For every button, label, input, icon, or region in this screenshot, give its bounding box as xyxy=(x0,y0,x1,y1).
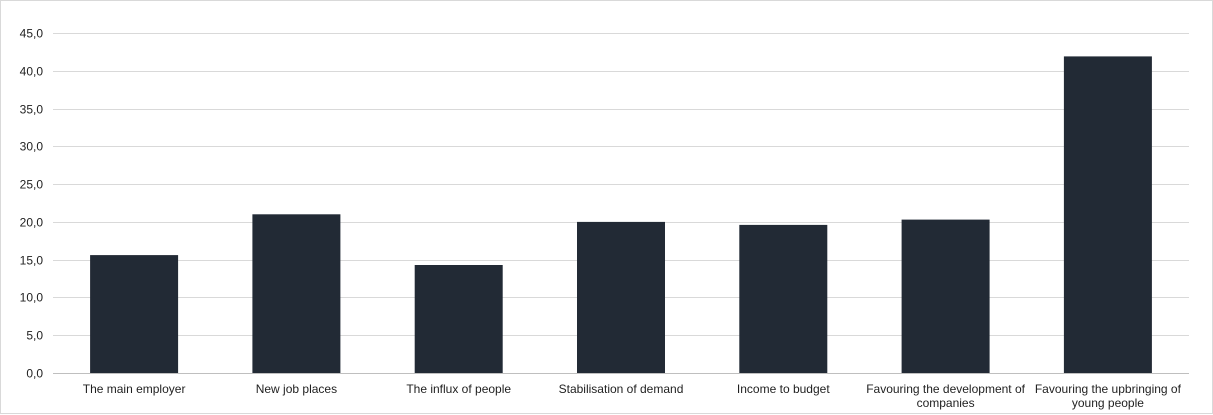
x-category-label: Stabilisation of demand xyxy=(559,382,684,396)
bar xyxy=(90,255,179,373)
bar xyxy=(901,219,990,373)
y-tick-label: 40,0 xyxy=(20,65,44,79)
x-category-label: Income to budget xyxy=(737,382,830,396)
x-category-label: New job places xyxy=(256,382,337,396)
y-tick-label: 5,0 xyxy=(26,329,43,343)
y-tick-label: 10,0 xyxy=(20,291,44,305)
x-category-label: Favouring the development of xyxy=(866,382,1025,396)
y-tick-label: 35,0 xyxy=(20,103,44,117)
y-tick-label: 30,0 xyxy=(20,140,44,154)
bar xyxy=(252,214,341,373)
x-category-label: young people xyxy=(1072,396,1144,410)
x-category-label: The main employer xyxy=(83,382,186,396)
y-tick-label: 15,0 xyxy=(20,254,44,268)
bar xyxy=(739,224,828,373)
y-tick-label: 25,0 xyxy=(20,178,44,192)
x-category-label: Favouring the upbringing of xyxy=(1035,382,1182,396)
y-tick-label: 45,0 xyxy=(20,27,44,41)
y-tick-label: 20,0 xyxy=(20,216,44,230)
bar xyxy=(1063,56,1152,374)
x-category-label: The influx of people xyxy=(406,382,511,396)
bar xyxy=(414,265,503,373)
bar xyxy=(577,221,665,373)
x-category-label: companies xyxy=(917,396,975,410)
y-tick-label: 0,0 xyxy=(26,367,43,381)
